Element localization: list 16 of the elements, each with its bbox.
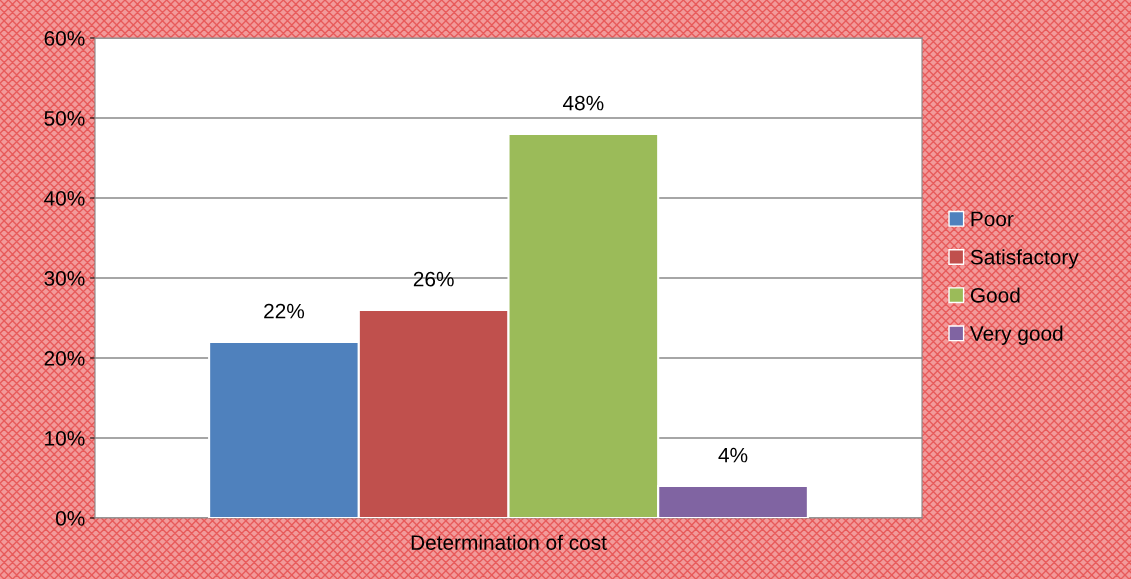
legend-label: Poor <box>971 211 1014 227</box>
legend-label: Very good <box>969 325 1063 345</box>
y-tick-label: 0% <box>55 511 85 526</box>
data-label: 22% <box>264 303 305 319</box>
y-tick-label: 40% <box>44 191 85 206</box>
data-label: 48% <box>562 95 604 111</box>
y-tick-label: 50% <box>44 111 85 126</box>
legend-label: Satisfactory <box>970 249 1079 269</box>
data-label: 26% <box>413 271 454 287</box>
y-tick-label: 20% <box>44 351 85 366</box>
legend-label: Good <box>970 287 1020 303</box>
y-tick-label: 60% <box>44 31 85 46</box>
data-label: 4% <box>718 447 748 463</box>
x-tick-label: Determination of cost <box>411 534 607 550</box>
y-tick-label: 10% <box>45 431 85 446</box>
y-tick-label: 30% <box>44 271 85 286</box>
